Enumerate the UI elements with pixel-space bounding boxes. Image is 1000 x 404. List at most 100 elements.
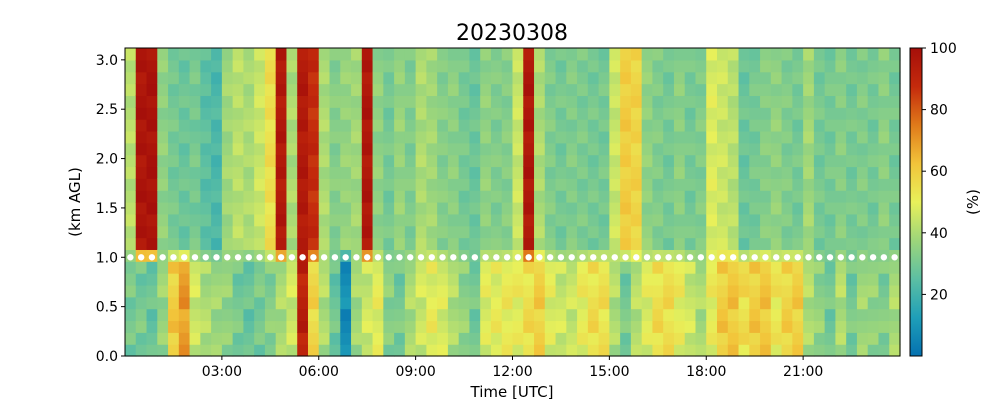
heatmap-cell bbox=[189, 142, 201, 156]
heatmap-cell bbox=[447, 59, 460, 73]
heatmap-cell bbox=[254, 296, 266, 310]
heatmap-cell bbox=[211, 225, 223, 239]
heatmap-cell bbox=[437, 178, 449, 191]
heatmap-cell bbox=[168, 225, 180, 239]
heatmap-cell bbox=[770, 107, 783, 120]
heatmap-cell bbox=[329, 48, 341, 61]
heatmap-cell bbox=[168, 284, 180, 298]
heatmap-cell bbox=[125, 48, 137, 61]
heatmap-cell bbox=[630, 119, 643, 132]
heatmap-cell bbox=[792, 332, 804, 345]
heatmap-cell bbox=[243, 178, 255, 191]
heatmap-cell bbox=[501, 83, 514, 96]
heatmap-cell bbox=[706, 225, 718, 239]
marker-point bbox=[697, 254, 705, 261]
heatmap-cell bbox=[760, 261, 772, 274]
heatmap-cell bbox=[641, 190, 654, 203]
heatmap-cell bbox=[609, 261, 621, 274]
heatmap-cell bbox=[523, 261, 535, 274]
heatmap-cell bbox=[125, 202, 137, 215]
heatmap-cell bbox=[878, 320, 890, 333]
heatmap-cell bbox=[695, 48, 707, 61]
heatmap-cell bbox=[490, 59, 503, 73]
heatmap-cell bbox=[738, 225, 750, 239]
marker-point bbox=[299, 254, 306, 261]
heatmap-cell bbox=[566, 213, 578, 227]
heatmap-cell bbox=[523, 273, 535, 286]
heatmap-cell bbox=[695, 119, 707, 132]
heatmap-cell bbox=[652, 107, 664, 120]
heatmap-cell bbox=[835, 225, 847, 239]
heatmap-cell bbox=[587, 59, 600, 73]
marker-point bbox=[600, 254, 608, 261]
heatmap-cell bbox=[178, 166, 191, 179]
heatmap-cell bbox=[157, 213, 169, 227]
heatmap-cell bbox=[792, 344, 804, 357]
heatmap-cell bbox=[846, 237, 858, 250]
heatmap-cell bbox=[157, 237, 169, 250]
heatmap-cell bbox=[727, 48, 740, 61]
heatmap-cell bbox=[200, 166, 212, 179]
heatmap-cell bbox=[146, 273, 158, 286]
heatmap-cell bbox=[146, 237, 158, 250]
heatmap-cell bbox=[523, 332, 535, 345]
heatmap-cell bbox=[426, 273, 438, 286]
marker-point bbox=[137, 254, 145, 261]
heatmap-cell bbox=[792, 95, 804, 108]
heatmap-cell bbox=[813, 320, 826, 333]
heatmap-cell bbox=[856, 119, 869, 132]
heatmap-cell bbox=[189, 83, 201, 96]
heatmap-cell bbox=[351, 48, 363, 61]
heatmap-cell bbox=[307, 142, 320, 156]
heatmap-cell bbox=[361, 308, 374, 322]
heatmap-cell bbox=[609, 119, 621, 132]
heatmap-cell bbox=[232, 83, 244, 96]
heatmap-cell bbox=[297, 166, 309, 179]
heatmap-cell bbox=[404, 344, 417, 357]
heatmap-cell bbox=[200, 344, 212, 357]
heatmap-cell bbox=[824, 237, 837, 250]
heatmap-cell bbox=[717, 225, 729, 239]
heatmap-cell bbox=[512, 237, 524, 250]
heatmap-cell bbox=[394, 48, 406, 61]
marker-point bbox=[213, 254, 220, 261]
heatmap-cell bbox=[706, 237, 718, 250]
heatmap-cell bbox=[329, 142, 341, 156]
heatmap-cell bbox=[168, 107, 180, 120]
heatmap-cell bbox=[480, 202, 492, 215]
heatmap-cell bbox=[641, 154, 654, 168]
heatmap-cell bbox=[340, 107, 352, 120]
heatmap-cell bbox=[447, 213, 460, 227]
heatmap-cell bbox=[146, 202, 158, 215]
heatmap-cell bbox=[663, 130, 675, 144]
marker-line bbox=[127, 254, 898, 261]
heatmap-cell bbox=[264, 119, 277, 132]
heatmap-cell bbox=[523, 225, 535, 239]
heatmap-cell bbox=[803, 261, 815, 274]
heatmap-cell bbox=[426, 202, 438, 215]
heatmap-cell bbox=[760, 59, 772, 73]
heatmap-cell bbox=[221, 213, 234, 227]
heatmap-cell bbox=[458, 83, 471, 96]
heatmap-cell bbox=[458, 59, 471, 73]
heatmap-cell bbox=[458, 284, 471, 298]
heatmap-cell bbox=[792, 107, 804, 120]
heatmap-cell bbox=[663, 119, 675, 132]
marker-point bbox=[676, 254, 683, 261]
heatmap-cell bbox=[243, 190, 255, 203]
heatmap-cell bbox=[329, 344, 341, 357]
heatmap-cell bbox=[803, 95, 815, 108]
heatmap-cell bbox=[523, 296, 535, 310]
heatmap-cell bbox=[760, 166, 772, 179]
heatmap-cell bbox=[254, 178, 266, 191]
heatmap-cell bbox=[620, 296, 632, 310]
heatmap-cell bbox=[394, 142, 406, 156]
heatmap-cell bbox=[835, 202, 847, 215]
heatmap-cell bbox=[318, 95, 331, 108]
heatmap-cell bbox=[221, 261, 234, 274]
heatmap-cell bbox=[824, 95, 837, 108]
heatmap-cell bbox=[135, 119, 148, 132]
heatmap-cell bbox=[501, 119, 514, 132]
heatmap-cell bbox=[351, 308, 363, 322]
heatmap-cell bbox=[706, 202, 718, 215]
